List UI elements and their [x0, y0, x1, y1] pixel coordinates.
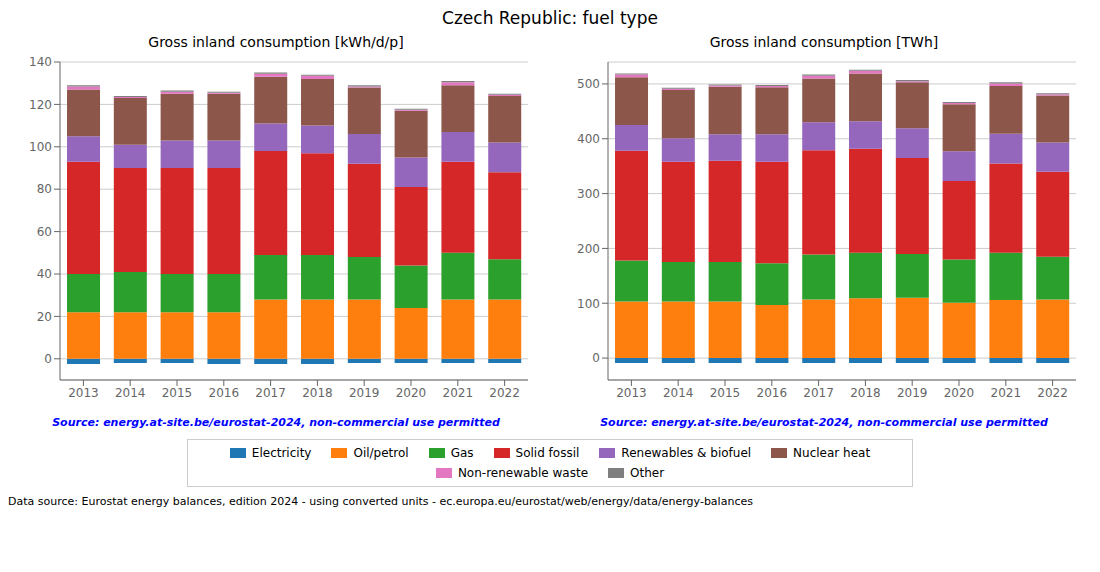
- svg-text:2018: 2018: [302, 386, 333, 400]
- svg-text:2021: 2021: [443, 386, 474, 400]
- html-text:Non-renewable waste: Non-renewable waste: [457, 466, 588, 480]
- svg-text:140: 140: [29, 55, 52, 69]
- svg-text:2017: 2017: [803, 386, 834, 400]
- svg-text:60: 60: [37, 225, 52, 239]
- svg-text:100: 100: [577, 297, 600, 311]
- svg-text:200: 200: [577, 242, 600, 256]
- svg-text:2022: 2022: [489, 386, 520, 400]
- html-text:Electricity: Electricity: [251, 446, 312, 460]
- svg-text:2017: 2017: [255, 386, 286, 400]
- svg-text:2013: 2013: [68, 386, 99, 400]
- html-text:Source: energy.at-site.be/euro: Source: energy.at-site.be/eurostat-2024,…: [52, 416, 500, 429]
- svg-text:2016: 2016: [209, 386, 240, 400]
- svg-text:0: 0: [44, 352, 52, 366]
- html-text:Gross inland consumption [kWh/: Gross inland consumption [kWh/d/p]: [148, 34, 404, 50]
- svg-text:2015: 2015: [710, 386, 741, 400]
- html-text:Gross inland consumption [TWh]: Gross inland consumption [TWh]: [709, 34, 939, 50]
- html-text:Renewables & biofuel: Renewables & biofuel: [621, 446, 752, 460]
- html-text:Czech Republic: fuel type: Czech Republic: fuel type: [442, 8, 658, 28]
- svg-text:2014: 2014: [115, 386, 146, 400]
- svg-text:300: 300: [577, 187, 600, 201]
- svg-text:500: 500: [577, 77, 600, 91]
- html-text:Solid fossil: Solid fossil: [515, 446, 580, 460]
- svg-text:2019: 2019: [349, 386, 380, 400]
- svg-text:2016: 2016: [757, 386, 788, 400]
- html-text:Source: energy.at-site.be/euro: Source: energy.at-site.be/eurostat-2024,…: [600, 416, 1048, 429]
- html-text:Data source: Eurostat energy b: Data source: Eurostat energy balances, e…: [8, 495, 753, 508]
- html-text:Gas: Gas: [450, 446, 474, 460]
- svg-text:40: 40: [37, 267, 52, 281]
- svg-text:0: 0: [592, 351, 600, 365]
- svg-text:2018: 2018: [850, 386, 881, 400]
- svg-text:2021: 2021: [991, 386, 1022, 400]
- svg-text:2013: 2013: [616, 386, 647, 400]
- svg-text:120: 120: [29, 98, 52, 112]
- svg-text:2019: 2019: [897, 386, 928, 400]
- svg-text:100: 100: [29, 140, 52, 154]
- svg-text:400: 400: [577, 132, 600, 146]
- svg-text:2020: 2020: [396, 386, 427, 400]
- svg-text:2022: 2022: [1037, 386, 1068, 400]
- svg-text:20: 20: [37, 310, 52, 324]
- svg-text:2014: 2014: [663, 386, 694, 400]
- html-text:Oil/petrol: Oil/petrol: [353, 446, 409, 460]
- svg-text:80: 80: [37, 182, 52, 196]
- svg-text:2020: 2020: [944, 386, 975, 400]
- html-text:Nuclear heat: Nuclear heat: [793, 446, 871, 460]
- html-text:Other: Other: [630, 466, 665, 480]
- svg-text:2015: 2015: [162, 386, 193, 400]
